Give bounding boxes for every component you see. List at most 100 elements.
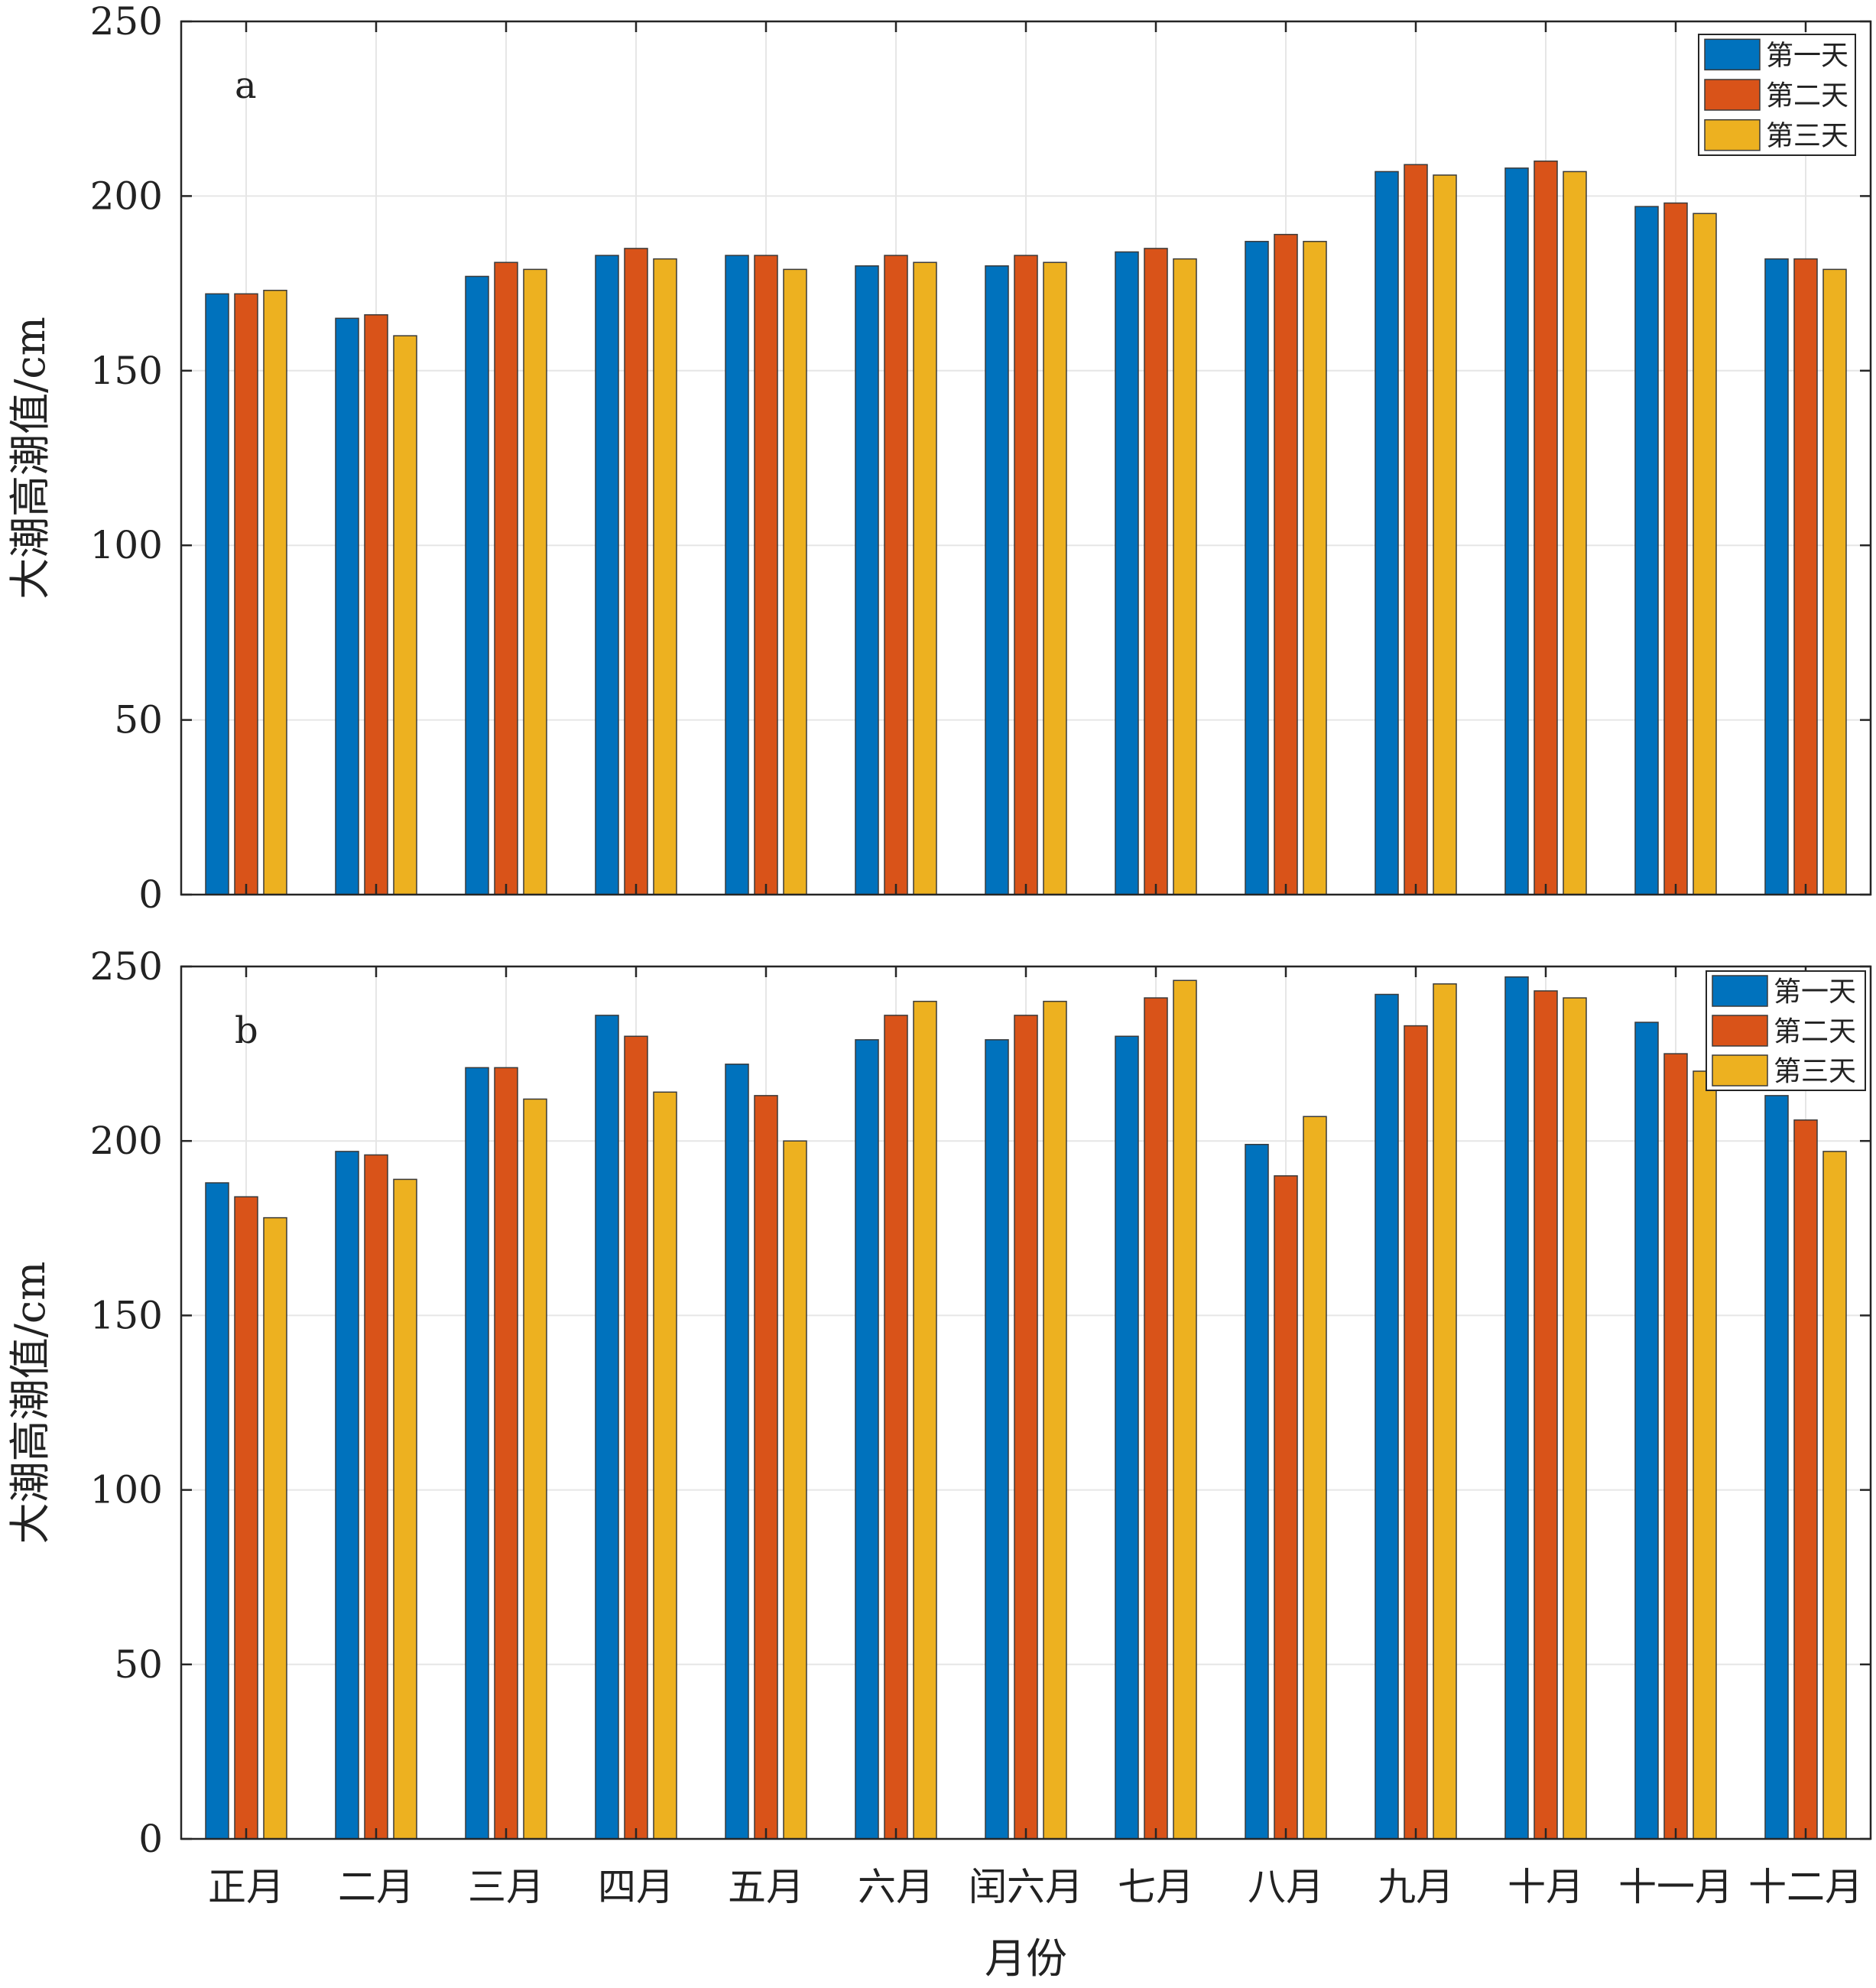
y-tick-label: 250 — [90, 944, 163, 989]
x-tick-label: 十月 — [1508, 1865, 1584, 1909]
bar — [1303, 241, 1327, 895]
bar — [595, 1015, 619, 1840]
bar — [1144, 997, 1168, 1840]
bar — [595, 255, 619, 895]
bar — [725, 255, 749, 895]
bar — [1375, 993, 1399, 1840]
bar — [1274, 233, 1298, 895]
bar — [1693, 1070, 1717, 1840]
bar — [1634, 1022, 1659, 1840]
bar — [913, 1000, 937, 1840]
bar — [523, 1098, 547, 1840]
bar — [205, 293, 229, 895]
bar — [234, 1196, 258, 1840]
bar — [754, 1095, 778, 1840]
y-tick-label: 50 — [114, 698, 163, 742]
legend-label: 第一天 — [1766, 40, 1848, 71]
legend-label: 第二天 — [1774, 1016, 1856, 1048]
legend-label: 第一天 — [1774, 976, 1856, 1008]
x-tick-label: 九月 — [1378, 1865, 1454, 1909]
bar — [1245, 1144, 1269, 1840]
bar — [653, 1091, 677, 1840]
bar — [884, 1015, 908, 1840]
y-tick-label: 100 — [90, 1468, 163, 1512]
bar — [855, 265, 879, 895]
bar — [465, 1067, 489, 1840]
bar — [1793, 258, 1818, 895]
bar — [1043, 261, 1067, 895]
bar — [1173, 979, 1197, 1840]
x-tick-label: 六月 — [858, 1865, 934, 1909]
bar — [1245, 241, 1269, 895]
x-tick-label: 十二月 — [1748, 1865, 1863, 1909]
y-tick-label: 250 — [90, 0, 163, 44]
bar — [1764, 258, 1789, 895]
x-tick-label: 四月 — [598, 1865, 674, 1909]
x-tick-label: 正月 — [208, 1865, 284, 1909]
bar — [1115, 251, 1139, 895]
bar — [364, 313, 388, 895]
x-tick-label: 八月 — [1248, 1865, 1324, 1909]
bar — [1693, 213, 1717, 895]
panel-label: a — [235, 64, 257, 107]
bar — [1563, 171, 1587, 895]
bar — [754, 255, 778, 895]
bar — [205, 1182, 229, 1840]
y-axis-title: 大潮高潮值/cm — [6, 317, 54, 599]
bar — [263, 1217, 287, 1840]
bar — [913, 261, 937, 895]
bar — [523, 268, 547, 895]
y-tick-label: 150 — [90, 349, 163, 393]
bar — [335, 317, 359, 895]
bar — [1793, 1119, 1818, 1840]
x-tick-label: 七月 — [1118, 1865, 1194, 1909]
bar — [1014, 255, 1038, 895]
legend-swatch — [1704, 79, 1761, 111]
bar — [1144, 248, 1168, 895]
bar — [1014, 1015, 1038, 1840]
bar — [725, 1064, 749, 1840]
bar — [855, 1039, 879, 1840]
bar — [1504, 976, 1529, 1840]
legend-swatch — [1712, 1054, 1768, 1087]
panel-b: 0 50 100 150 200 250 正月 二月 三月 四月 五月 六月 闰六月 七月 八月 九月 十月 十一… — [6, 944, 1872, 1983]
y-tick-label: 200 — [90, 1119, 163, 1163]
bar — [653, 258, 677, 895]
bar — [465, 275, 489, 895]
bar — [1173, 258, 1197, 895]
y-tick-label: 100 — [90, 523, 163, 567]
y-tick-label: 0 — [138, 872, 163, 917]
bar — [1115, 1035, 1139, 1840]
legend-swatch — [1704, 119, 1761, 151]
legend-label: 第三天 — [1774, 1056, 1856, 1087]
bar — [985, 265, 1009, 895]
bar — [985, 1039, 1009, 1840]
bar — [1534, 990, 1558, 1840]
bar — [1534, 160, 1558, 895]
x-axis-title: 月份 — [985, 1934, 1067, 1983]
bar — [1634, 206, 1659, 895]
bar — [1504, 167, 1529, 895]
bar — [1663, 202, 1688, 895]
legend-label: 第二天 — [1766, 80, 1848, 112]
bar — [1043, 1000, 1067, 1840]
bar — [1375, 171, 1399, 895]
bar — [335, 1151, 359, 1840]
legend-swatch — [1712, 975, 1768, 1007]
legend-swatch — [1704, 38, 1761, 71]
y-axis-title: 大潮高潮值/cm — [6, 1262, 54, 1545]
bar — [1822, 1151, 1847, 1840]
bar — [1663, 1053, 1688, 1840]
y-tick-label: 0 — [138, 1817, 163, 1861]
bar — [783, 1140, 807, 1840]
bar — [494, 261, 518, 895]
legend-swatch — [1712, 1015, 1768, 1047]
panel-label: b — [235, 1009, 258, 1052]
bar — [1433, 174, 1457, 895]
bar — [364, 1154, 388, 1840]
y-tick-label: 200 — [90, 174, 163, 218]
